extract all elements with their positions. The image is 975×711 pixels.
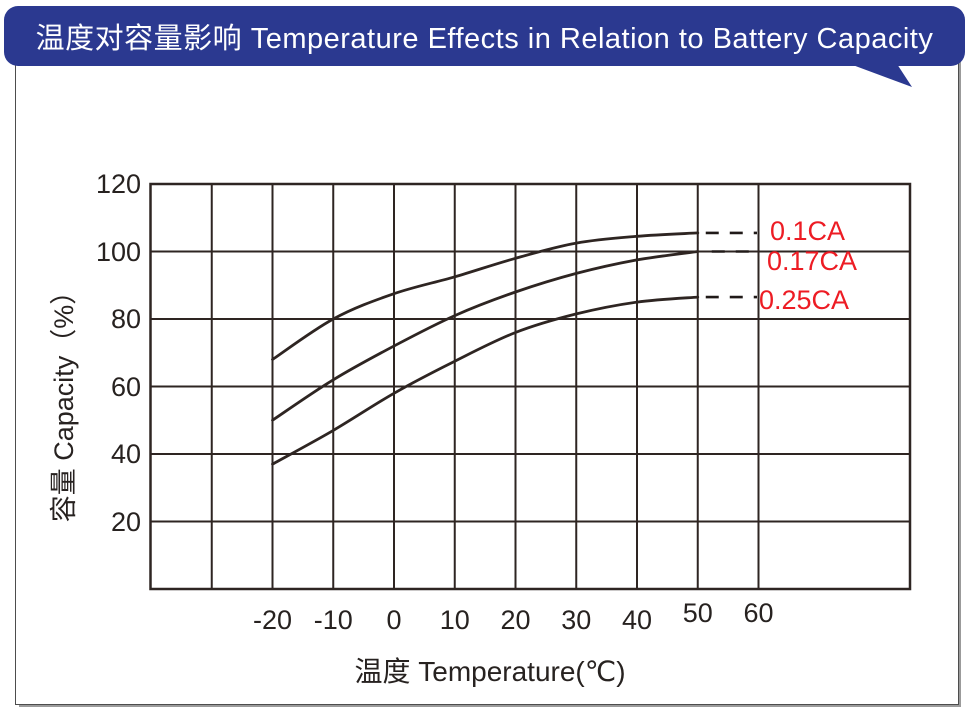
x-tick-label: 0 (386, 605, 402, 635)
page-border (15, 40, 959, 705)
series-label-0.25CA: 0.25CA (759, 285, 850, 315)
series-label-0.1CA: 0.1CA (770, 216, 846, 246)
x-tick-label: 20 (500, 605, 531, 635)
y-tick-label: 40 (110, 439, 141, 469)
y-tick-label: 80 (110, 304, 141, 334)
x-axis-title: 温度 Temperature(℃) (354, 656, 626, 687)
x-tick-label: 40 (621, 605, 653, 635)
y-tick-label: 120 (95, 169, 141, 199)
x-tick-label: -10 (313, 605, 353, 635)
x-tick-label: 30 (561, 605, 592, 635)
y-tick-label: 100 (95, 236, 141, 267)
x-tick-label: -20 (252, 605, 293, 635)
y-tick-label: 20 (110, 506, 141, 537)
series-label-0.17CA: 0.17CA (767, 246, 858, 276)
page-title: 温度对容量影响 Temperature Effects in Relation … (35, 23, 934, 55)
title-banner: 温度对容量影响 Temperature Effects in Relation … (4, 6, 965, 66)
x-tick-label: 60 (743, 598, 774, 628)
banner-tail (850, 64, 912, 87)
y-axis-title: 容量 Capacity（%） (49, 277, 79, 523)
y-tick-label: 60 (110, 371, 141, 402)
x-tick-label: 50 (682, 598, 713, 628)
x-tick-label: 10 (439, 605, 470, 635)
